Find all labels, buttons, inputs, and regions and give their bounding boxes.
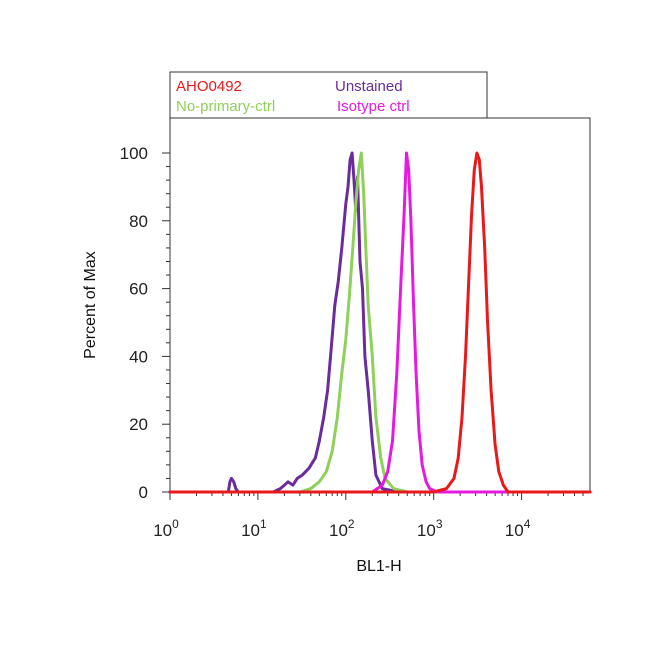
- legend-entry-1: AHO0492: [176, 78, 242, 95]
- x-tick-label: 102: [329, 517, 355, 540]
- series-layer: [168, 151, 592, 494]
- y-tick-label: 0: [139, 483, 148, 502]
- series-line-no-primary-ctrl: [168, 151, 592, 494]
- legend-entry-3: No-primary-ctrl: [176, 98, 275, 115]
- y-tick-label: 80: [129, 212, 148, 231]
- legend-entry-2: Unstained: [335, 78, 403, 95]
- legend-box: [169, 71, 488, 119]
- y-tick-label: 20: [129, 415, 148, 434]
- series-line-isotype-ctrl: [168, 151, 592, 494]
- x-tick-label: 101: [241, 517, 267, 540]
- y-axis-ticks: 0 20 40 60 80 100: [120, 144, 170, 502]
- x-tick-label: 100: [153, 517, 179, 540]
- x-tick-label: 104: [505, 517, 531, 540]
- y-axis-title: Percent of Max: [82, 251, 99, 359]
- legend-entry-4: Isotype ctrl: [337, 98, 410, 115]
- x-tick-label: 103: [417, 517, 443, 540]
- series-line-aho0492: [168, 151, 592, 494]
- x-axis-title: BL1-H: [356, 558, 401, 575]
- legend: AHO0492 Unstained No-primary-ctrl Isotyp…: [169, 71, 488, 119]
- y-tick-label: 100: [120, 144, 148, 163]
- y-tick-label: 60: [129, 280, 148, 299]
- y-tick-label: 40: [129, 347, 148, 366]
